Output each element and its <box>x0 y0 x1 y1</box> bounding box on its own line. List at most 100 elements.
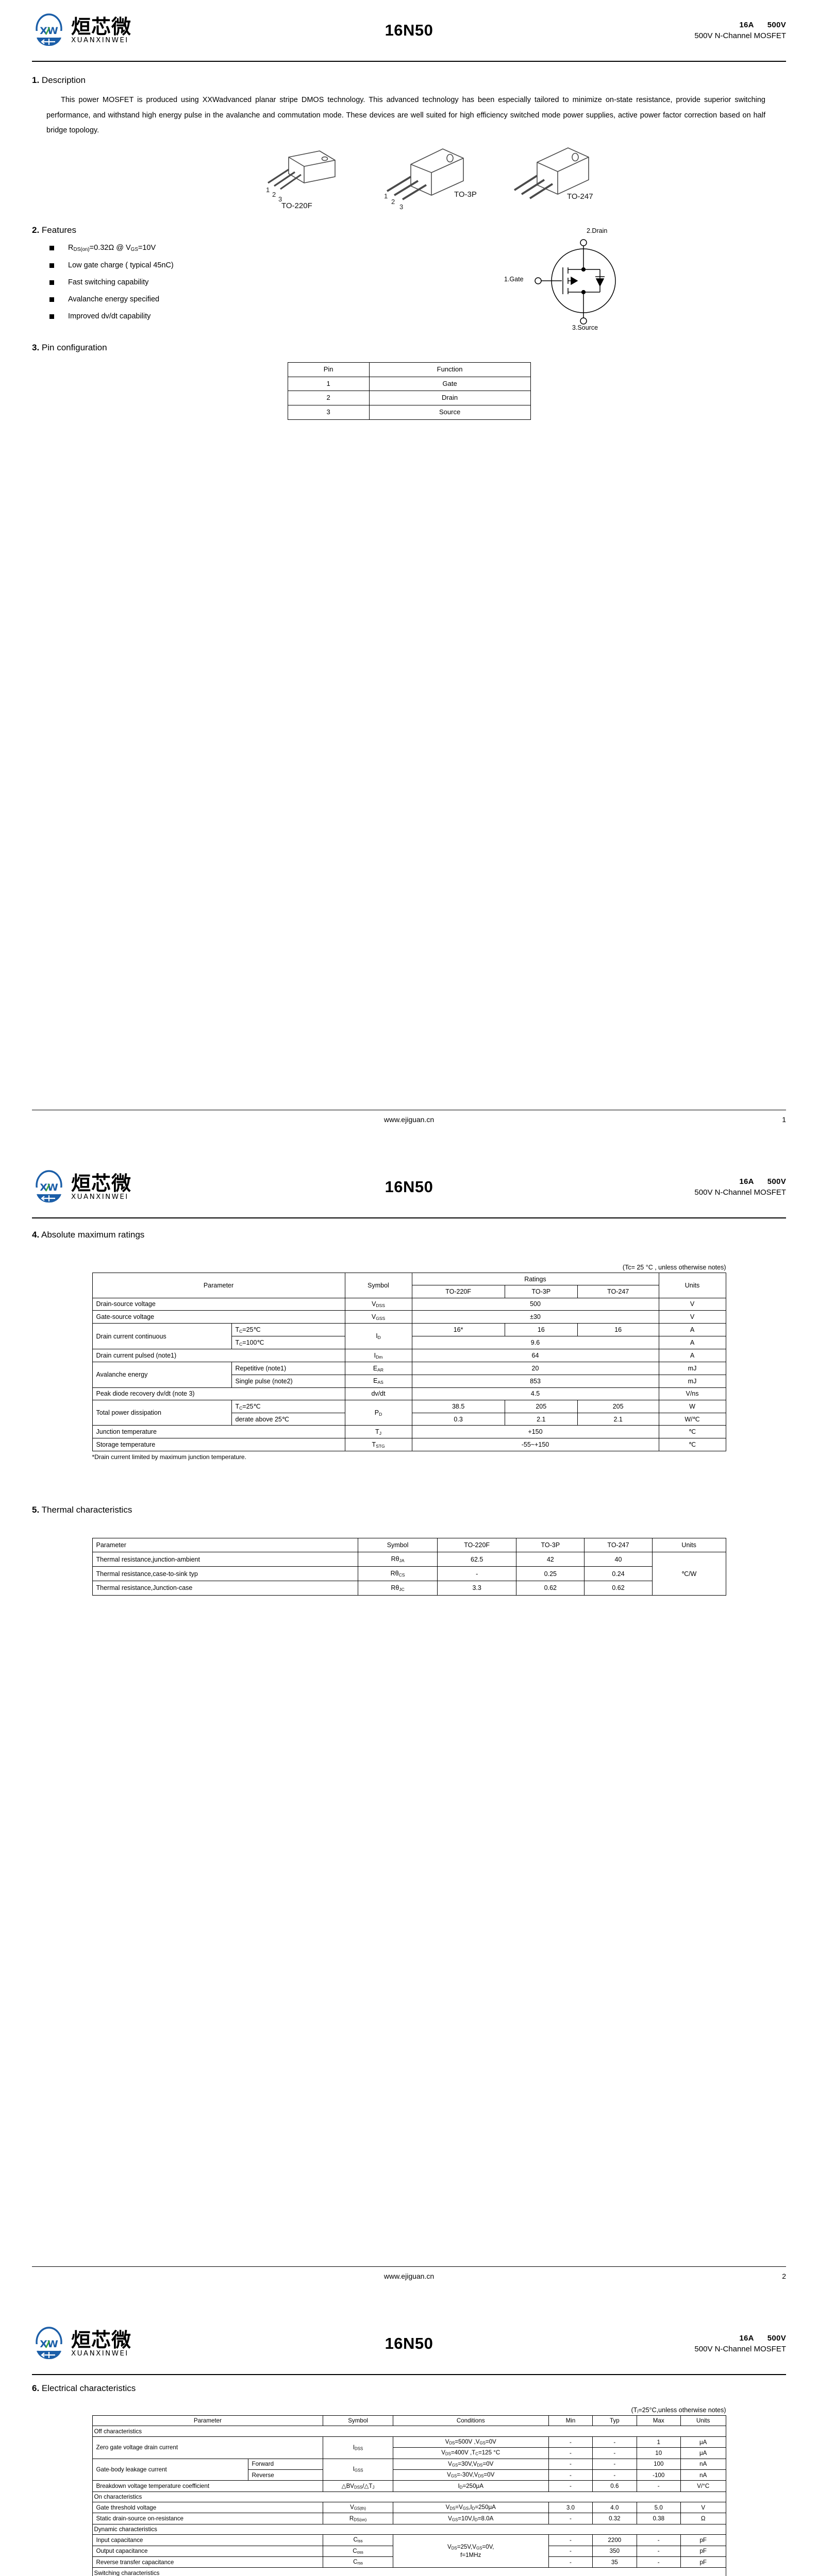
section-heading-thermal-characteristics: 5. Thermal characteristics <box>32 1505 132 1515</box>
footer-website: www.ejiguan.cn <box>383 1115 435 1124</box>
header-current: 16A <box>739 1177 754 1186</box>
table-header-row: Parameter Symbol Conditions Min Typ Max … <box>92 2415 726 2427</box>
symbol-cell: RθCS <box>358 1566 438 1582</box>
condition-cell: Repetitive (note1) <box>231 1362 345 1375</box>
page-2: XW 烜芯微 XUANXINWEI 16N50 16A 500V 500V N-C… <box>0 1157 818 2313</box>
symbol-cell: IDm <box>344 1349 412 1363</box>
pin-col-header: Pin <box>287 362 370 377</box>
section-heading-electrical-characteristics: 6. Electrical characteristics <box>32 2383 136 2393</box>
company-name-cn: 烜芯微 <box>71 1172 132 1195</box>
page-header: XW 烜芯微 XUANXINWEI 16N50 16A 500V 500V N-C… <box>32 0 786 61</box>
table-row: Zero gate voltage drain current IDSS VDS… <box>92 2436 726 2459</box>
package-to220f: 1 2 3 TO-220F <box>248 145 359 216</box>
pin-configuration-table: Pin Function 1 Gate 2 Drain 3 Source <box>287 362 531 420</box>
condition-cell: Single pulse (note2) <box>231 1374 345 1388</box>
svg-text:2: 2 <box>391 198 395 206</box>
symbol-cell: IGSS <box>323 2458 393 2481</box>
table-row: Input capacitance Ciss VDS=25V,VGS=0V, f=… <box>92 2534 726 2568</box>
company-name-en: XUANXINWEI <box>71 2349 129 2358</box>
company-logo: XW 烜芯微 XUANXINWEI <box>32 1170 131 1204</box>
condition-cell: TC=100℃ <box>231 1336 345 1350</box>
condition-cell: TC=25℃ <box>231 1400 345 1413</box>
symbol-cell: PD <box>344 1400 412 1426</box>
table-row: Single pulse (note2) EAS 853 mJ <box>92 1374 726 1388</box>
symbol-cell: IDSS <box>323 2436 393 2459</box>
header-subtitle: 500V N-Channel MOSFET <box>694 31 786 40</box>
footer-page-number: 1 <box>782 1115 786 1124</box>
header-voltage: 500V <box>767 2334 786 2343</box>
table-row: Gate-body leakage current Forward IGSS V… <box>92 2458 726 2481</box>
absolute-maximum-ratings-table: Parameter Symbol Ratings Units TO-220F T… <box>92 1272 726 1452</box>
page-1: XW 烜芯微 XUANXINWEI 16N50 16A 500V 500V N-C… <box>0 0 818 1157</box>
thermal-characteristics-table: Parameter Symbol TO-220F TO-3P TO-247 Un… <box>92 1538 726 1596</box>
page-header: XW 烜芯微 XUANXINWEI 16N50 16A 500V 500V N-C… <box>32 1157 786 1217</box>
package-to247: TO-247 <box>505 145 616 216</box>
company-logo: XW 烜芯微 XUANXINWEI <box>32 2327 131 2361</box>
table-row: Junction temperature TJ +150 ℃ <box>92 1425 726 1439</box>
company-name-cn: 烜芯微 <box>71 2328 132 2351</box>
table-row: VDS=400V ,TC=125 °C - - 10 μA <box>92 2447 726 2459</box>
svg-text:3: 3 <box>278 195 282 203</box>
table-header-row: Pin Function <box>287 362 531 377</box>
part-number: 16N50 <box>385 2334 433 2352</box>
header-current: 16A <box>739 21 754 29</box>
symbol-cell: Coss <box>323 2545 393 2557</box>
table-row: Storage temperature TSTG -55~+150 ℃ <box>92 1438 726 1452</box>
condition-cell: VGS=30V,VDS=0V <box>392 2458 549 2470</box>
symbol-cell: Crss <box>323 2556 393 2568</box>
header-ratings: 16A 500V 500V N-Channel MOSFET <box>694 2333 786 2354</box>
condition-cell: VDS=VGS,ID=250μA <box>392 2502 549 2514</box>
company-name-cn: 烜芯微 <box>71 15 132 38</box>
table-row: 3 Source <box>287 405 531 420</box>
condition-cell: TC=25℃ <box>231 1323 345 1337</box>
svg-text:3: 3 <box>399 203 403 211</box>
svg-text:2: 2 <box>272 191 276 198</box>
symbol-cell: EAR <box>344 1362 412 1375</box>
svg-text:1: 1 <box>266 186 270 194</box>
company-logo: XW 烜芯微 XUANXINWEI <box>32 13 131 47</box>
table-header-row: TO-220F TO-3P TO-247 <box>92 1285 726 1298</box>
symbol-label-source: 3.Source <box>572 324 598 332</box>
footer-website: www.ejiguan.cn <box>383 2272 435 2280</box>
table-row: Peak diode recovery dv/dt (note 3) dv/dt… <box>92 1387 726 1401</box>
symbol-cell: TJ <box>344 1425 412 1439</box>
symbol-cell: RθJC <box>358 1581 438 1596</box>
header-ratings: 16A 500V 500V N-Channel MOSFET <box>694 20 786 41</box>
feature-item: Improved dv/dt capability <box>49 311 786 322</box>
table-row: Thermal resistance,Junction-case RθJC 3.… <box>92 1581 726 1596</box>
page-header: XW 烜芯微 XUANXINWEI 16N50 16A 500V 500V N-C… <box>32 2313 786 2374</box>
company-name-en: XUANXINWEI <box>71 36 129 44</box>
table-row: 2 Drain <box>287 391 531 406</box>
table-header-row: Parameter Symbol TO-220F TO-3P TO-247 Un… <box>92 1538 726 1553</box>
section-heading-features: 2. Features <box>32 225 77 235</box>
table-row: Drain current pulsed (note1) IDm 64 A <box>92 1349 726 1363</box>
table-row: Thermal resistance,case-to-sink typ RθCS… <box>92 1566 726 1582</box>
absmax-footnote: *Drain current limited by maximum juncti… <box>92 1453 246 1461</box>
symbol-cell: VGS(th) <box>323 2502 393 2514</box>
table-header-row: Parameter Symbol Ratings Units <box>92 1272 726 1298</box>
page-footer: www.ejiguan.cn 1 <box>32 1110 786 1124</box>
header-ratings: 16A 500V 500V N-Channel MOSFET <box>694 1176 786 1198</box>
condition-cell: VDS=25V,VGS=0V, f=1MHz <box>392 2534 549 2568</box>
feature-item: RDS(on)=0.32Ω @ VGS=10V <box>49 243 786 253</box>
symbol-cell: VGSS <box>344 1310 412 1324</box>
svg-text:1: 1 <box>384 192 388 200</box>
section-heading-pin-configuration: 3. Pin configuration <box>32 342 107 352</box>
electrical-characteristics-table: Parameter Symbol Conditions Min Typ Max … <box>92 2415 726 2576</box>
xw-logo-icon: XW <box>32 2327 66 2361</box>
header-subtitle: 500V N-Channel MOSFET <box>694 2345 786 2353</box>
svg-text:XW: XW <box>40 1182 58 1193</box>
description-text: This power MOSFET is produced using XXWa… <box>46 96 765 135</box>
svg-text:XW: XW <box>40 25 58 37</box>
table-row: Reverse transfer capacitance Crss - 35 -… <box>92 2556 726 2568</box>
xw-logo-icon: XW <box>32 1170 66 1204</box>
condition-cell: VGS=-30V,VDS=0V <box>392 2469 549 2481</box>
condition-cell: derate above 25℃ <box>231 1412 345 1426</box>
symbol-cell: VDSS <box>344 1297 412 1311</box>
header-divider <box>32 61 786 62</box>
table-group-row: Off characteristics <box>92 2426 726 2437</box>
symbol-cell: Ciss <box>323 2534 393 2546</box>
electrical-condition-note: (Tⱼ=25°C,unless otherwise notes) <box>631 2406 726 2414</box>
header-current: 16A <box>739 2334 754 2343</box>
mosfet-symbol-diagram: 2.Drain 1.Gate 3.Source <box>486 225 671 333</box>
